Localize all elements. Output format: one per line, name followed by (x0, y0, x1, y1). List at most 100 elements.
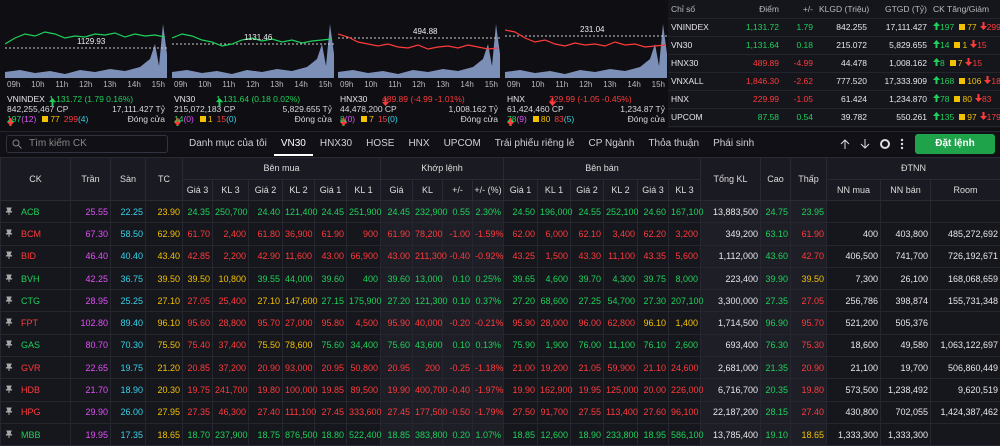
cell: 9,620,519 (931, 379, 1000, 401)
cell: 27.20 (504, 290, 538, 312)
index-cell: 550.261 (870, 108, 930, 126)
header-cell: Sàn (111, 158, 146, 201)
index-cell: -1.05 (782, 90, 816, 108)
tab[interactable]: Phái sinh (706, 132, 761, 156)
cell: 20.00 (638, 379, 669, 401)
arrow-icon (933, 22, 940, 32)
index-cell: -4.99 (782, 54, 816, 72)
index-name[interactable]: VNINDEX (7, 94, 45, 104)
square-icon (950, 60, 956, 66)
pin-icon[interactable] (5, 296, 13, 304)
pin-icon[interactable] (5, 229, 13, 237)
header-group: Bên mua (183, 158, 381, 180)
cell: 40,000 (413, 312, 443, 334)
tab[interactable]: HNX (401, 132, 436, 156)
tab[interactable]: Danh mục của tôi (182, 132, 274, 156)
change: 489.89 (-4.99 -1.01%) (382, 94, 465, 104)
tab[interactable]: VN30 (274, 132, 313, 156)
header-cell: KL 3 (669, 179, 701, 201)
cell: 20.90 (791, 357, 827, 379)
pin-icon[interactable] (5, 385, 13, 393)
header-cell: +/- (782, 0, 816, 18)
header-cell: KL (413, 179, 443, 201)
cell: 89.40 (111, 312, 146, 334)
cell: -0.40 (443, 245, 473, 267)
cell (931, 201, 1000, 223)
cell: 521,200 (827, 312, 881, 334)
down: 299 (980, 22, 1000, 32)
cell: 349,200 (701, 223, 761, 245)
up-count: 197 (940, 22, 954, 32)
down-count: 299 (987, 22, 1000, 32)
change-value: 229.99 (-1.05 -0.45%) (549, 94, 632, 104)
cell: 39.50 (791, 267, 827, 289)
index-cell: 17,333.909 (870, 72, 930, 90)
cell: 19,200 (538, 357, 571, 379)
floor: (0) (226, 114, 236, 124)
cell: 226,000 (669, 379, 701, 401)
cell: 27.40 (791, 401, 827, 423)
cell: 241,700 (213, 379, 249, 401)
down: 186 (984, 76, 1000, 86)
pin-icon[interactable] (5, 430, 13, 438)
pin-icon[interactable] (5, 274, 13, 282)
search-icon (12, 139, 22, 149)
cell: 63.10 (761, 223, 791, 245)
index-name[interactable]: HNX30 (340, 94, 367, 104)
search-box[interactable]: Tìm kiếm CK (6, 135, 168, 153)
cell: 22,187,200 (701, 401, 761, 423)
cell: 62,800 (604, 312, 638, 334)
cell: -1.18% (473, 357, 504, 379)
header-cell: KL 2 (283, 179, 315, 201)
tab[interactable]: UPCOM (437, 132, 488, 156)
index-name[interactable]: HNX (507, 94, 525, 104)
cell: 20.95 (315, 357, 347, 379)
pin-icon[interactable] (5, 407, 13, 415)
hour-label: 10h (198, 80, 211, 89)
change-value: 489.89 (-4.99 -1.01%) (382, 94, 465, 104)
index-cell: 489.89 (730, 54, 782, 72)
pin-icon[interactable] (5, 340, 13, 348)
cell: 24.45 (315, 201, 347, 223)
cell: 25.25 (111, 290, 146, 312)
hour-label: 12h (246, 80, 259, 89)
order-button[interactable]: Đặt lệnh (915, 134, 995, 154)
cell: 20.95 (381, 357, 413, 379)
square-icon (42, 116, 48, 122)
hour-label: 14h (127, 80, 140, 89)
index-name[interactable]: VN30 (174, 94, 195, 104)
tab[interactable]: HOSE (359, 132, 401, 156)
square-icon (954, 96, 960, 102)
pin-icon[interactable] (5, 363, 13, 371)
cell: 147,600 (283, 290, 315, 312)
pin-icon[interactable] (5, 251, 13, 259)
cell: 24.45 (381, 201, 413, 223)
down-count: 15(0) (217, 114, 237, 124)
pin-icon[interactable] (5, 207, 13, 215)
cell: 21.00 (504, 357, 538, 379)
cell: 24.75 (761, 201, 791, 223)
tab[interactable]: Thỏa thuận (641, 132, 706, 156)
hour-label: 15h (319, 80, 332, 89)
arrow-icon (980, 22, 987, 32)
tab[interactable]: HNX30 (313, 132, 359, 156)
tool-icons[interactable] (840, 137, 910, 151)
pin-icon[interactable] (5, 318, 13, 326)
tab[interactable]: Trái phiếu riêng lẻ (488, 132, 582, 156)
cell: 18.95 (638, 423, 669, 445)
cell: 726,192,671 (931, 245, 1000, 267)
cell: 96,100 (669, 401, 701, 423)
tab[interactable]: CP Ngành (581, 132, 641, 156)
value: 17,111.427 Tỷ (112, 104, 165, 114)
cell: 1,500 (538, 245, 571, 267)
cell: 27.35 (761, 290, 791, 312)
value: 1,008.162 Tỷ (449, 104, 498, 114)
index-name: VNXALL (668, 72, 730, 90)
